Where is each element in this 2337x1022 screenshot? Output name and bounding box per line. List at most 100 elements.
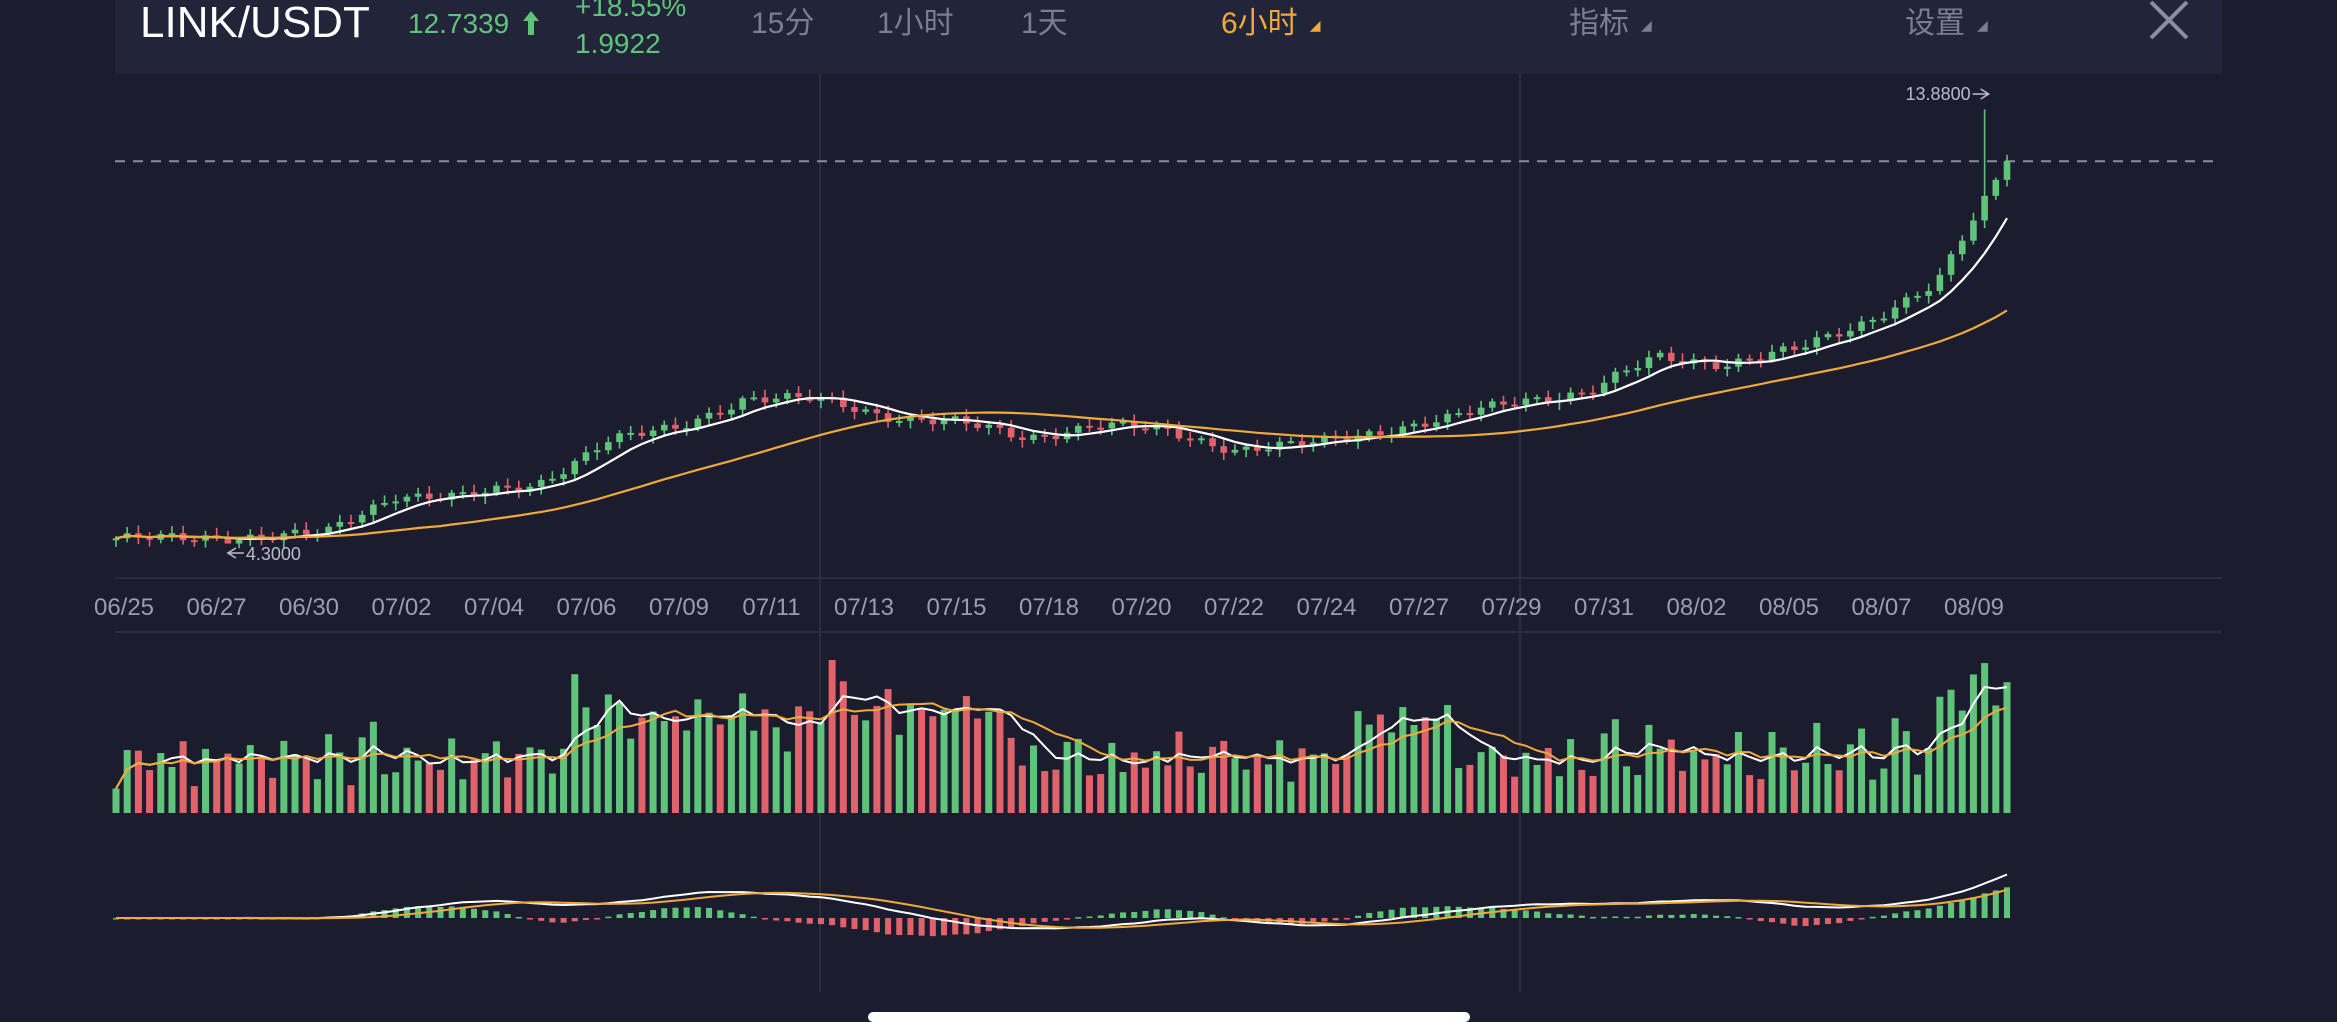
volume-bar [1376, 714, 1384, 813]
macd-histogram-bar [1914, 910, 1921, 918]
candle-body [1802, 347, 1809, 350]
volume-bar [1690, 751, 1698, 813]
volume-bar [1511, 776, 1519, 813]
x-tick-label: 07/27 [1389, 594, 1449, 621]
candle-body [1500, 401, 1507, 405]
candle-body [895, 420, 903, 423]
volume-bar [817, 722, 825, 813]
candle-body [1309, 442, 1317, 447]
volume-bar [492, 741, 500, 813]
tab-6hour-label: 6小时 [1221, 7, 1298, 40]
candle-body [862, 409, 869, 412]
volume-bar [157, 753, 165, 813]
volume-bar [1354, 711, 1362, 813]
macd-histogram-bar [1422, 907, 1429, 918]
macd-histogram-bar [1578, 915, 1585, 918]
candle-body [302, 529, 310, 535]
settings-menu[interactable]: 设置 ◢ [1905, 4, 1988, 44]
volume-bar [1421, 717, 1429, 813]
volume-bar [1063, 741, 1071, 813]
candle-body [1757, 359, 1765, 362]
candle-body [1052, 435, 1060, 440]
macd-histogram-bar [996, 918, 1003, 930]
x-tick-label: 06/30 [279, 594, 339, 621]
tab-15min[interactable]: 15分 [751, 7, 815, 40]
volume-ma-fast [115, 685, 2008, 790]
macd-histogram-bar [616, 914, 623, 918]
candle-body [571, 460, 579, 475]
candle-body [1567, 392, 1574, 401]
candle-body [1869, 319, 1877, 322]
macd-histogram-bar [873, 918, 880, 933]
volume-bar [146, 770, 154, 813]
volume-bar [414, 760, 422, 813]
indicator-menu[interactable]: 指标 ◢ [1569, 4, 1652, 44]
macd-histogram-bar [1780, 918, 1787, 924]
close-button[interactable] [2145, 0, 2193, 48]
candle-body [1712, 362, 1720, 369]
volume-bar [1790, 770, 1798, 813]
macd-histogram-bar [1713, 915, 1720, 918]
macd-histogram-bar [1869, 916, 1876, 919]
volume-bar [1835, 770, 1843, 813]
candle-body [795, 393, 802, 397]
macd-histogram-bar [1589, 916, 1596, 919]
macd-histogram-bar [1332, 918, 1339, 921]
candle-body [1477, 407, 1485, 415]
volume-bar [1802, 762, 1810, 813]
candle-body [728, 409, 735, 415]
candle-body [873, 409, 881, 414]
volume-bar [1824, 764, 1832, 813]
volume-bar [1578, 769, 1586, 813]
macd-histogram-bar [694, 907, 701, 918]
volume-bar [235, 763, 243, 813]
candle-body [537, 479, 545, 487]
candle-body [325, 526, 332, 535]
volume-bar [1298, 748, 1306, 813]
volume-bar [425, 762, 433, 813]
home-indicator[interactable] [868, 1012, 1470, 1022]
candle-body [1723, 366, 1731, 369]
tab-1hour[interactable]: 1小时 [877, 7, 954, 40]
volume-bar [291, 753, 299, 813]
macd-histogram-bar [1064, 918, 1071, 920]
tab-6hour[interactable]: 6小时 ◢ [1221, 4, 1320, 44]
candle-body [638, 432, 646, 436]
volume-bar [694, 699, 702, 813]
macd-histogram-bar [1735, 917, 1742, 919]
volume-bar [616, 702, 624, 813]
macd-histogram-bar [1948, 902, 1955, 918]
macd-histogram-bar [907, 918, 914, 935]
macd-histogram-bar [448, 906, 455, 918]
candle-body [1365, 431, 1373, 436]
macd-histogram-bar [941, 918, 948, 936]
candle-body [1254, 446, 1261, 451]
volume-bar [839, 681, 847, 813]
macd-histogram-bar [1679, 914, 1686, 918]
macd-histogram-bar [650, 910, 657, 918]
candle-body [1824, 334, 1832, 338]
macd-histogram-bar [2004, 887, 2010, 918]
macd-histogram-bar [963, 918, 970, 935]
candle-body [1142, 428, 1149, 431]
candle-body [1287, 441, 1295, 444]
last-price-value: 12.7339 [408, 8, 510, 39]
candle-body [907, 416, 914, 421]
candle-body [1231, 449, 1239, 453]
macd-histogram-bar [1120, 912, 1127, 918]
macd-histogram-bar [1992, 890, 1999, 918]
candle-body [1891, 307, 1899, 319]
candle-body [1645, 357, 1653, 369]
x-tick-label: 07/13 [834, 594, 894, 621]
macd-histogram-bar [1925, 908, 1932, 918]
volume-bar [1992, 705, 2000, 813]
candle-body [683, 428, 690, 431]
volume-bar [1276, 740, 1284, 813]
volume-bar [392, 772, 400, 813]
tab-1day[interactable]: 1天 [1021, 7, 1068, 40]
candle-body [1086, 425, 1093, 428]
macd-histogram-bar [515, 917, 522, 919]
volume-bar [761, 709, 769, 813]
volume-bar [1734, 732, 1742, 813]
